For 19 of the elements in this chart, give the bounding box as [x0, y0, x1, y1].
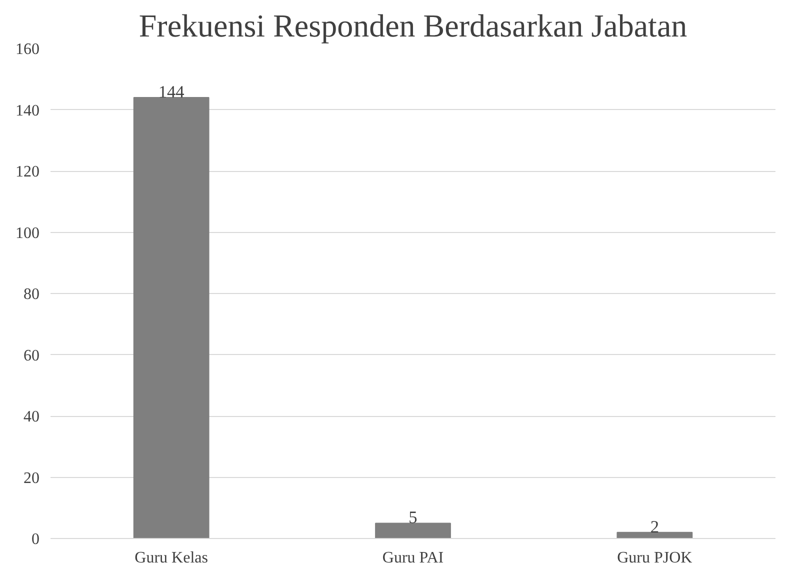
bar	[616, 532, 693, 538]
data-label: 5	[408, 508, 418, 528]
bar	[375, 522, 451, 538]
y-tick-label: 40	[24, 408, 40, 426]
y-tick-label: 140	[16, 102, 40, 120]
y-tick-label: 120	[16, 164, 40, 180]
y-tick-label: 80	[24, 286, 40, 303]
y-tick-label: 20	[24, 470, 40, 487]
x-tick-label: Guru PAI	[382, 550, 444, 566]
bar	[133, 97, 210, 538]
x-tick-label: Guru Kelas	[134, 550, 208, 566]
y-tick-label: 0	[32, 531, 40, 548]
data-label: 144	[158, 82, 185, 102]
data-label: 2	[650, 517, 660, 536]
chart-title: Frekuensi Responden Berdasarkan Jabatan	[138, 8, 688, 44]
x-tick-label: Guru PJOK	[617, 550, 693, 566]
y-tick-label: 60	[24, 347, 40, 364]
y-tick-label: 160	[16, 41, 40, 58]
y-tick-label: 100	[16, 224, 40, 242]
